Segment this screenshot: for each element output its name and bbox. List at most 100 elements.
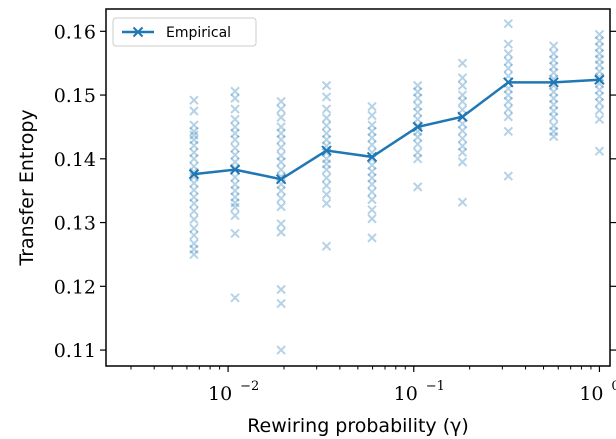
sample-point	[230, 150, 240, 160]
series-point	[594, 74, 605, 85]
series-point	[229, 164, 241, 175]
sample-point	[230, 86, 240, 96]
sample-point	[412, 154, 423, 164]
sample-point	[189, 238, 199, 249]
sample-point	[457, 157, 468, 167]
sample-point	[367, 101, 377, 112]
sample-point	[189, 185, 199, 195]
series-point	[321, 145, 332, 156]
x-tick-label-exponent: −1	[426, 379, 445, 394]
sample-point	[276, 298, 286, 309]
sample-point	[276, 345, 286, 355]
sample-point	[276, 104, 286, 114]
sample-point	[189, 192, 199, 202]
sample-point	[457, 73, 468, 83]
sample-point	[230, 192, 240, 202]
sample-point	[548, 61, 559, 72]
sample-point	[276, 112, 286, 123]
sample-point	[548, 48, 559, 59]
sample-point	[230, 210, 240, 221]
sample-point	[457, 197, 468, 207]
series-point	[188, 168, 200, 180]
sample-point	[321, 154, 332, 164]
y-tick-label: 0.16	[54, 21, 96, 43]
sample-point	[503, 112, 514, 122]
sample-point	[412, 132, 423, 142]
sample-point	[321, 113, 332, 123]
sample-point	[548, 87, 559, 97]
sample-point	[230, 179, 240, 190]
sample-point	[321, 189, 332, 200]
series-point	[412, 121, 423, 133]
sample-point	[412, 139, 423, 149]
sample-point	[230, 134, 240, 145]
sample-point	[594, 91, 605, 102]
sample-point	[367, 214, 377, 224]
sample-point	[548, 93, 559, 103]
sample-point	[548, 41, 559, 51]
series-point	[366, 151, 378, 163]
plot-frame	[105, 8, 611, 367]
sample-point	[189, 198, 199, 209]
sample-point	[189, 120, 199, 130]
sample-point	[457, 119, 468, 129]
sample-point	[189, 249, 199, 260]
sample-point	[321, 80, 332, 91]
x-tick-label-exponent: −2	[240, 379, 259, 394]
series-point	[457, 111, 468, 122]
sample-point	[503, 104, 514, 114]
x-tick-label: 10	[579, 383, 603, 405]
sample-point	[457, 90, 468, 100]
sample-point	[230, 104, 240, 114]
sample-point	[230, 143, 240, 153]
sample-point	[594, 42, 605, 52]
sample-point	[189, 95, 199, 105]
sample-point	[321, 164, 332, 175]
x-tick-label: 10	[394, 383, 418, 405]
sample-point	[321, 180, 332, 191]
sample-point	[594, 48, 605, 59]
sample-point	[276, 284, 286, 295]
sample-point	[367, 120, 377, 130]
sample-point	[276, 96, 286, 107]
x-tick-label: 10	[208, 383, 232, 405]
x-axis-label: Rewiring probability (γ)	[247, 415, 469, 437]
sample-point	[548, 68, 559, 78]
sample-point	[367, 126, 377, 137]
sample-point	[412, 93, 423, 103]
sample-point	[548, 120, 559, 131]
sample-point	[457, 126, 468, 136]
sample-point	[189, 214, 199, 225]
sample-point	[594, 146, 605, 156]
sample-point	[230, 185, 240, 196]
sample-point	[189, 178, 199, 188]
sample-point	[321, 92, 332, 102]
sample-point	[189, 140, 199, 151]
sample-point	[189, 106, 199, 116]
sample-point	[503, 39, 514, 49]
sample-point	[594, 114, 605, 124]
sample-point	[321, 173, 332, 183]
sample-point	[321, 120, 332, 131]
sample-point	[367, 205, 377, 215]
sample-point	[367, 140, 377, 150]
sample-point	[457, 80, 468, 91]
y-tick-label: 0.13	[54, 213, 96, 235]
sample-point	[412, 87, 423, 97]
sample-point	[457, 58, 468, 68]
sample-point	[594, 60, 605, 70]
sample-point	[321, 159, 332, 169]
sample-point	[503, 48, 514, 59]
sample-point	[457, 105, 468, 115]
sample-point	[548, 126, 559, 137]
sample-point	[189, 147, 199, 158]
sample-point	[503, 90, 514, 100]
sample-point	[412, 114, 423, 124]
sample-point	[276, 201, 286, 212]
sample-point	[189, 244, 199, 255]
sample-point	[189, 161, 199, 172]
sample-point	[503, 96, 514, 107]
sample-point	[230, 172, 240, 183]
series-layer	[188, 74, 605, 185]
legend-box	[112, 17, 257, 47]
